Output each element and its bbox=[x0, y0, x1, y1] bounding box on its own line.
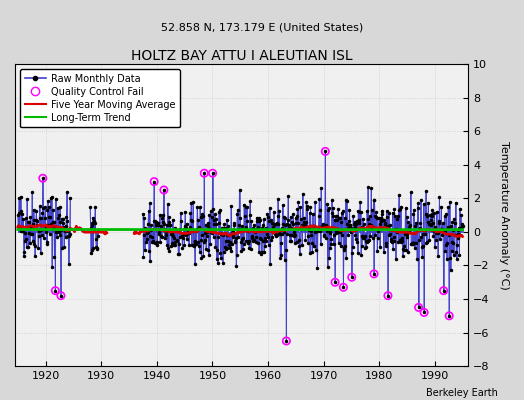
Point bbox=[370, 271, 378, 277]
Point bbox=[321, 148, 330, 155]
Point bbox=[420, 309, 428, 316]
Point bbox=[39, 175, 47, 182]
Legend: Raw Monthly Data, Quality Control Fail, Five Year Moving Average, Long-Term Tren: Raw Monthly Data, Quality Control Fail, … bbox=[20, 69, 180, 128]
Text: 52.858 N, 173.179 E (United States): 52.858 N, 173.179 E (United States) bbox=[161, 22, 363, 32]
Point bbox=[57, 292, 65, 299]
Point bbox=[414, 304, 423, 311]
Title: HOLTZ BAY ATTU I ALEUTIAN ISL: HOLTZ BAY ATTU I ALEUTIAN ISL bbox=[131, 49, 353, 63]
Point bbox=[339, 284, 347, 290]
Point bbox=[282, 338, 290, 344]
Point bbox=[51, 288, 60, 294]
Point bbox=[200, 170, 209, 176]
Point bbox=[384, 292, 392, 299]
Text: Berkeley Earth: Berkeley Earth bbox=[426, 388, 498, 398]
Point bbox=[150, 178, 158, 185]
Point bbox=[331, 279, 339, 286]
Y-axis label: Temperature Anomaly (°C): Temperature Anomaly (°C) bbox=[499, 141, 509, 290]
Point bbox=[160, 187, 168, 193]
Point bbox=[347, 274, 356, 280]
Point bbox=[440, 288, 448, 294]
Point bbox=[209, 170, 217, 176]
Point bbox=[445, 313, 453, 319]
